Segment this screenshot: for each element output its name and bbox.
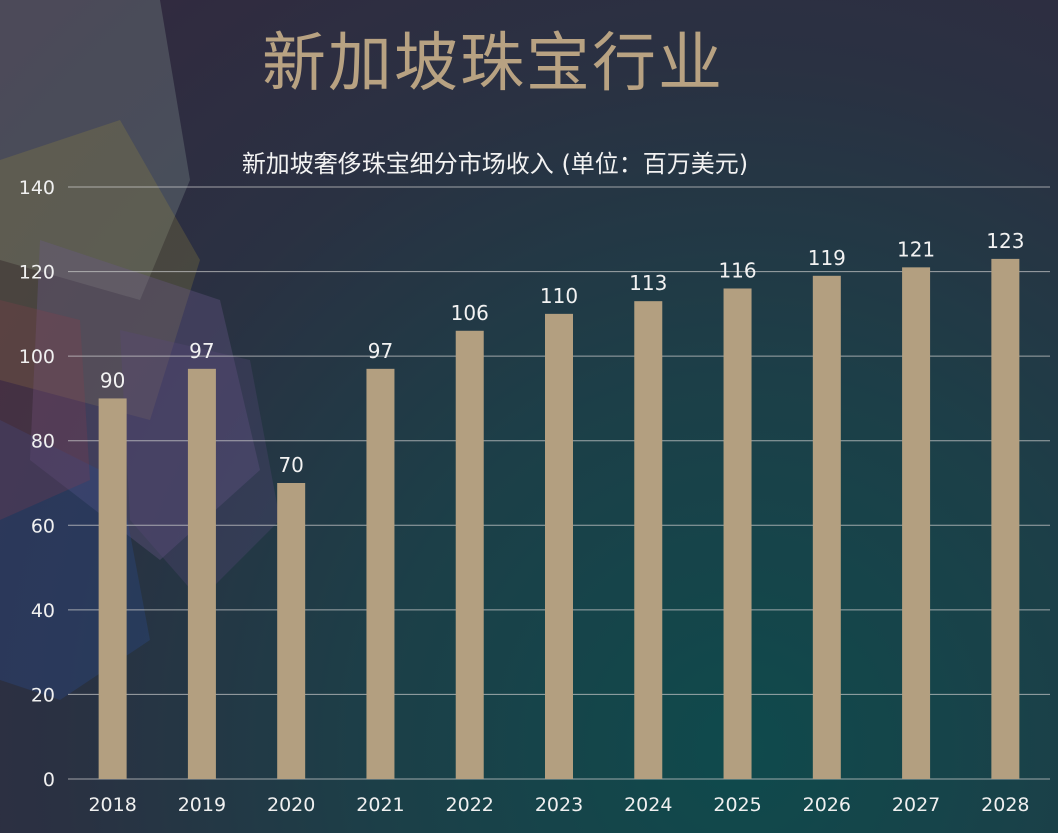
data-label-2023: 110 bbox=[540, 284, 578, 308]
y-tick-label: 140 bbox=[19, 177, 55, 199]
data-label-2026: 119 bbox=[808, 246, 846, 270]
x-tick-label: 2026 bbox=[803, 794, 851, 816]
bar-2020 bbox=[277, 483, 306, 779]
data-label-2025: 116 bbox=[718, 258, 756, 282]
x-tick-label: 2025 bbox=[713, 794, 761, 816]
bar-2026 bbox=[812, 275, 841, 779]
x-tick-label: 2022 bbox=[446, 794, 494, 816]
x-tick-label: 2024 bbox=[624, 794, 672, 816]
data-label-2028: 123 bbox=[986, 229, 1024, 253]
data-label-2018: 90 bbox=[100, 368, 125, 392]
y-tick-label: 0 bbox=[43, 769, 55, 791]
data-label-2019: 97 bbox=[189, 339, 214, 363]
data-label-2027: 121 bbox=[897, 237, 935, 261]
bar-2019 bbox=[187, 368, 216, 779]
x-tick-label: 2027 bbox=[892, 794, 940, 816]
x-tick-label: 2021 bbox=[356, 794, 404, 816]
y-axis: 0 20 40 60 80 100 120 140 bbox=[19, 177, 55, 791]
x-tick-label: 2019 bbox=[178, 794, 226, 816]
chart-title: 新加坡奢侈珠宝细分市场收入 (单位：百万美元) bbox=[242, 150, 748, 178]
x-tick-label: 2020 bbox=[267, 794, 315, 816]
y-tick-label: 100 bbox=[19, 346, 55, 368]
y-tick-label: 40 bbox=[31, 600, 55, 622]
x-tick-label: 2023 bbox=[535, 794, 583, 816]
bar-2024 bbox=[634, 301, 663, 779]
x-axis: 2018 2019 2020 2021 2022 2023 2024 2025 2026 2027… bbox=[88, 794, 1029, 816]
bar-2027 bbox=[902, 267, 931, 779]
bar-2022 bbox=[455, 330, 484, 779]
bar-2023 bbox=[545, 313, 573, 779]
data-label-2024: 113 bbox=[629, 271, 667, 295]
y-tick-label: 20 bbox=[31, 684, 55, 706]
bars bbox=[98, 258, 1020, 779]
bar-2018 bbox=[98, 398, 127, 779]
y-tick-label: 120 bbox=[19, 262, 55, 284]
slide-title: 新加坡珠宝行业 bbox=[262, 27, 724, 101]
bar-2021 bbox=[366, 368, 395, 779]
data-label-2022: 106 bbox=[451, 301, 489, 325]
y-tick-label: 60 bbox=[31, 515, 55, 537]
x-tick-label: 2018 bbox=[88, 794, 136, 816]
x-tick-label: 2028 bbox=[981, 794, 1029, 816]
y-tick-label: 80 bbox=[31, 431, 55, 453]
bar-2028 bbox=[991, 258, 1020, 779]
bar-2025 bbox=[723, 288, 752, 779]
data-label-2020: 70 bbox=[278, 453, 303, 477]
data-labels: 90 97 70 97 106 110 113 116 119 121 123 bbox=[100, 229, 1025, 477]
data-label-2021: 97 bbox=[368, 339, 393, 363]
